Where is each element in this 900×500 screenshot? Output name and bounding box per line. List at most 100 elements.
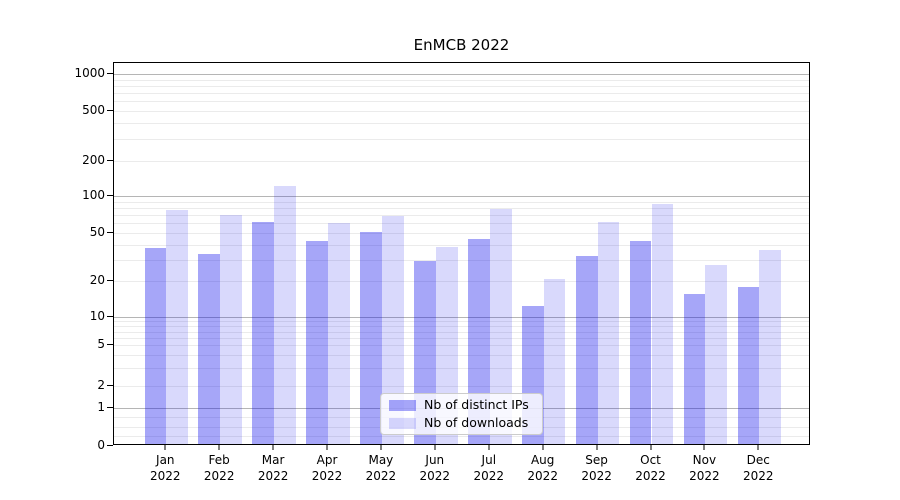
legend: Nb of distinct IPs Nb of downloads [380,393,543,435]
legend-swatch-downloads-icon [389,417,416,429]
y-tick-mark [107,232,113,233]
y-tick-mark [107,445,113,446]
x-tick-label: Apr 2022 [311,453,343,483]
y-tick-mark [107,280,113,281]
x-tick-label: Aug 2022 [527,453,558,483]
y-tick-mark [107,73,113,74]
bar-downloads-nov [705,265,728,444]
x-tick-mark [218,445,220,450]
minor-gridline [114,233,809,234]
y-tick-label: 1000 [74,66,105,80]
minor-gridline [114,79,809,81]
y-tick-mark [107,316,113,317]
minor-gridline [114,111,809,112]
bar-distinct-ips-jan [144,248,167,444]
y-tick-mark [107,160,113,161]
x-tick-label: Sep 2022 [581,453,612,483]
minor-gridline [114,93,809,94]
x-tick-mark [596,445,598,450]
y-tick-label: 500 [82,103,105,117]
x-tick-mark [164,445,166,450]
x-tick-label: Dec 2022 [743,453,774,483]
minor-gridline [114,101,809,103]
major-gridline [114,74,809,75]
y-tick-mark [107,385,113,386]
y-tick-label: 100 [82,188,105,203]
x-tick-label: Nov 2022 [689,453,720,483]
bar-downloads-sep [597,222,620,444]
bar-downloads-may [381,216,404,444]
minor-gridline [114,345,809,347]
x-tick-mark [650,445,651,450]
bar-downloads-aug [543,279,566,444]
bar-downloads-dec [759,249,782,444]
bar-distinct-ips-may [360,232,382,444]
x-tick-label: Feb 2022 [203,453,235,483]
y-tick-label: 5 [97,337,105,352]
y-tick-label: 50 [89,225,105,239]
minor-gridline [114,281,809,282]
x-tick-label: Jan 2022 [150,453,181,483]
bar-downloads-jul [489,208,512,444]
x-tick-mark [542,445,544,450]
minor-gridline [114,368,809,369]
bar-distinct-ips-mar [252,222,275,444]
bar-distinct-ips-apr [306,241,328,444]
minor-gridline [114,85,809,87]
legend-item-downloads: Nb of downloads [389,416,534,430]
x-tick-mark [434,445,436,450]
bar-distinct-ips-dec [737,287,760,444]
minor-gridline [114,201,809,203]
bar-distinct-ips-nov [683,293,706,444]
minor-gridline [114,321,809,323]
x-tick-mark [488,445,490,450]
minor-gridline [114,244,809,246]
minor-gridline [114,436,809,438]
x-tick-mark [757,445,759,450]
minor-gridline [114,386,809,387]
x-tick-label: Jun 2022 [419,453,451,483]
minor-gridline [114,355,809,357]
chart-title: EnMCB 2022 [413,36,510,54]
minor-gridline [114,259,809,261]
bar-distinct-ips-oct [629,241,652,444]
bar-downloads-mar [274,185,296,444]
legend-swatch-distinct-ips-icon [389,399,416,411]
x-tick-label: Mar 2022 [257,453,289,483]
bar-downloads-oct [651,204,674,444]
y-tick-label: 10 [89,309,105,323]
x-tick-mark [380,445,382,450]
minor-gridline [114,138,809,140]
bar-distinct-ips-sep [575,256,598,444]
legend-label: Nb of distinct IPs [424,397,529,412]
minor-gridline [114,326,809,328]
bar-distinct-ips-feb [198,254,221,444]
bar-downloads-jan [166,210,189,444]
bar-distinct-ips-jul [468,238,490,444]
y-tick-mark [107,110,113,111]
y-tick-mark [107,406,113,408]
y-tick-label: 20 [89,273,105,287]
minor-gridline [114,337,809,339]
plot-area: Nb of distinct IPs Nb of downloads [113,62,810,445]
legend-label: Nb of downloads [424,415,529,430]
major-gridline [114,196,809,198]
x-tick-label: Oct 2022 [635,453,666,483]
legend-item-distinct-ips: Nb of distinct IPs [389,398,534,412]
minor-gridline [114,161,809,162]
x-tick-mark [703,445,705,450]
y-tick-label: 1 [97,399,105,414]
y-tick-mark [107,344,113,346]
y-tick-mark [107,195,113,197]
minor-gridline [114,208,809,210]
minor-gridline [114,215,809,217]
y-tick-label: 200 [82,153,105,167]
y-tick-label: 2 [97,378,105,392]
major-gridline [114,317,809,318]
bar-downloads-feb [220,214,242,444]
x-tick-label: Jul 2022 [473,453,505,483]
x-tick-mark [326,445,328,450]
y-tick-label: 0 [97,438,105,452]
minor-gridline [114,223,809,225]
